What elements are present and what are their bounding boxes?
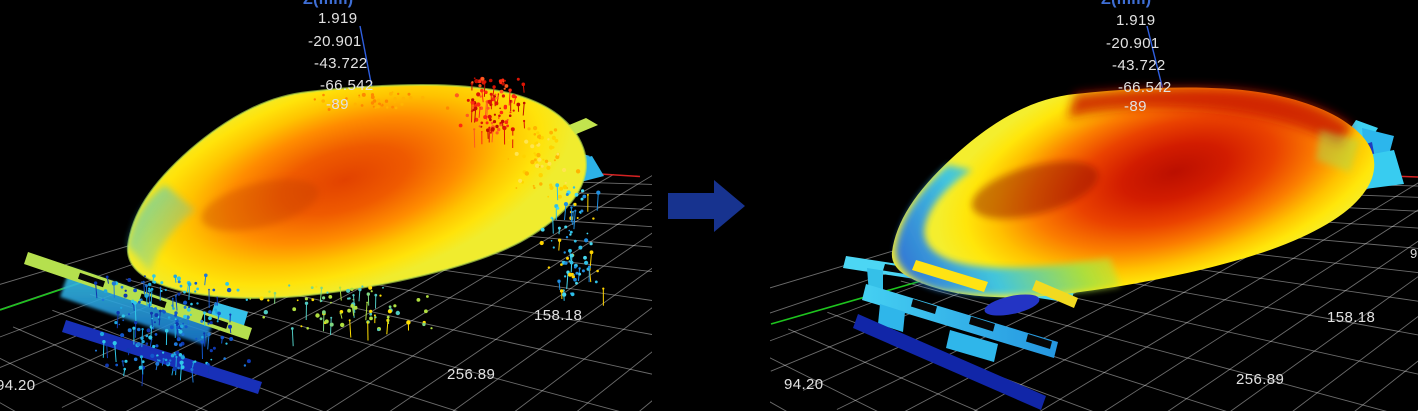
z-tick-label: -89 — [326, 96, 349, 113]
before-viewport[interactable] — [0, 25, 1418, 411]
fixture-rail — [862, 284, 1058, 362]
scan-point-cloud-after — [891, 87, 1375, 298]
scan-point-cloud-before — [126, 84, 587, 299]
fixture-pad — [984, 294, 1040, 316]
x-axis-tick-label: 158.18 — [1327, 309, 1376, 326]
x-axis-tick-label: 158.18 — [534, 307, 583, 324]
z-tick-label: -20.901 — [1106, 35, 1160, 52]
surface-dimple — [971, 161, 1099, 219]
z-tick-label: -43.722 — [1112, 57, 1166, 74]
y-axis-line — [770, 280, 922, 325]
fixture-pad — [1032, 280, 1078, 308]
cold-skirt — [895, 165, 1120, 295]
transform-arrow — [668, 180, 745, 232]
z-axis-title: Z(mm) — [303, 0, 353, 9]
z-axis-title: Z(mm) — [1101, 0, 1151, 9]
origin-tick-label: 94.20 — [0, 377, 36, 394]
surface-dimple — [201, 179, 319, 231]
z-tick-label: 1.919 — [318, 10, 358, 27]
z-tick-label: -66.542 — [1118, 79, 1172, 96]
z-tick-label: -43.722 — [314, 55, 368, 72]
origin-tick-label: 94.20 — [784, 376, 824, 393]
clipped-label-fragment: 9 — [1410, 246, 1418, 261]
y-axis-tick-label: 256.89 — [447, 366, 496, 383]
fixture-clamp-bar — [853, 314, 1046, 410]
z-tick-label: 1.919 — [1116, 12, 1156, 29]
noise-points — [93, 76, 605, 387]
fixture-pad — [912, 260, 988, 292]
surface-ridge — [1068, 87, 1352, 146]
z-tick-label: -20.901 — [308, 33, 362, 50]
z-tick-label: -89 — [1124, 98, 1147, 115]
z-tick-label: -66.542 — [320, 77, 374, 94]
after-viewport[interactable] — [660, 25, 1418, 411]
y-axis-tick-label: 256.89 — [1236, 371, 1285, 388]
fixture-clamp-bar — [62, 320, 262, 394]
